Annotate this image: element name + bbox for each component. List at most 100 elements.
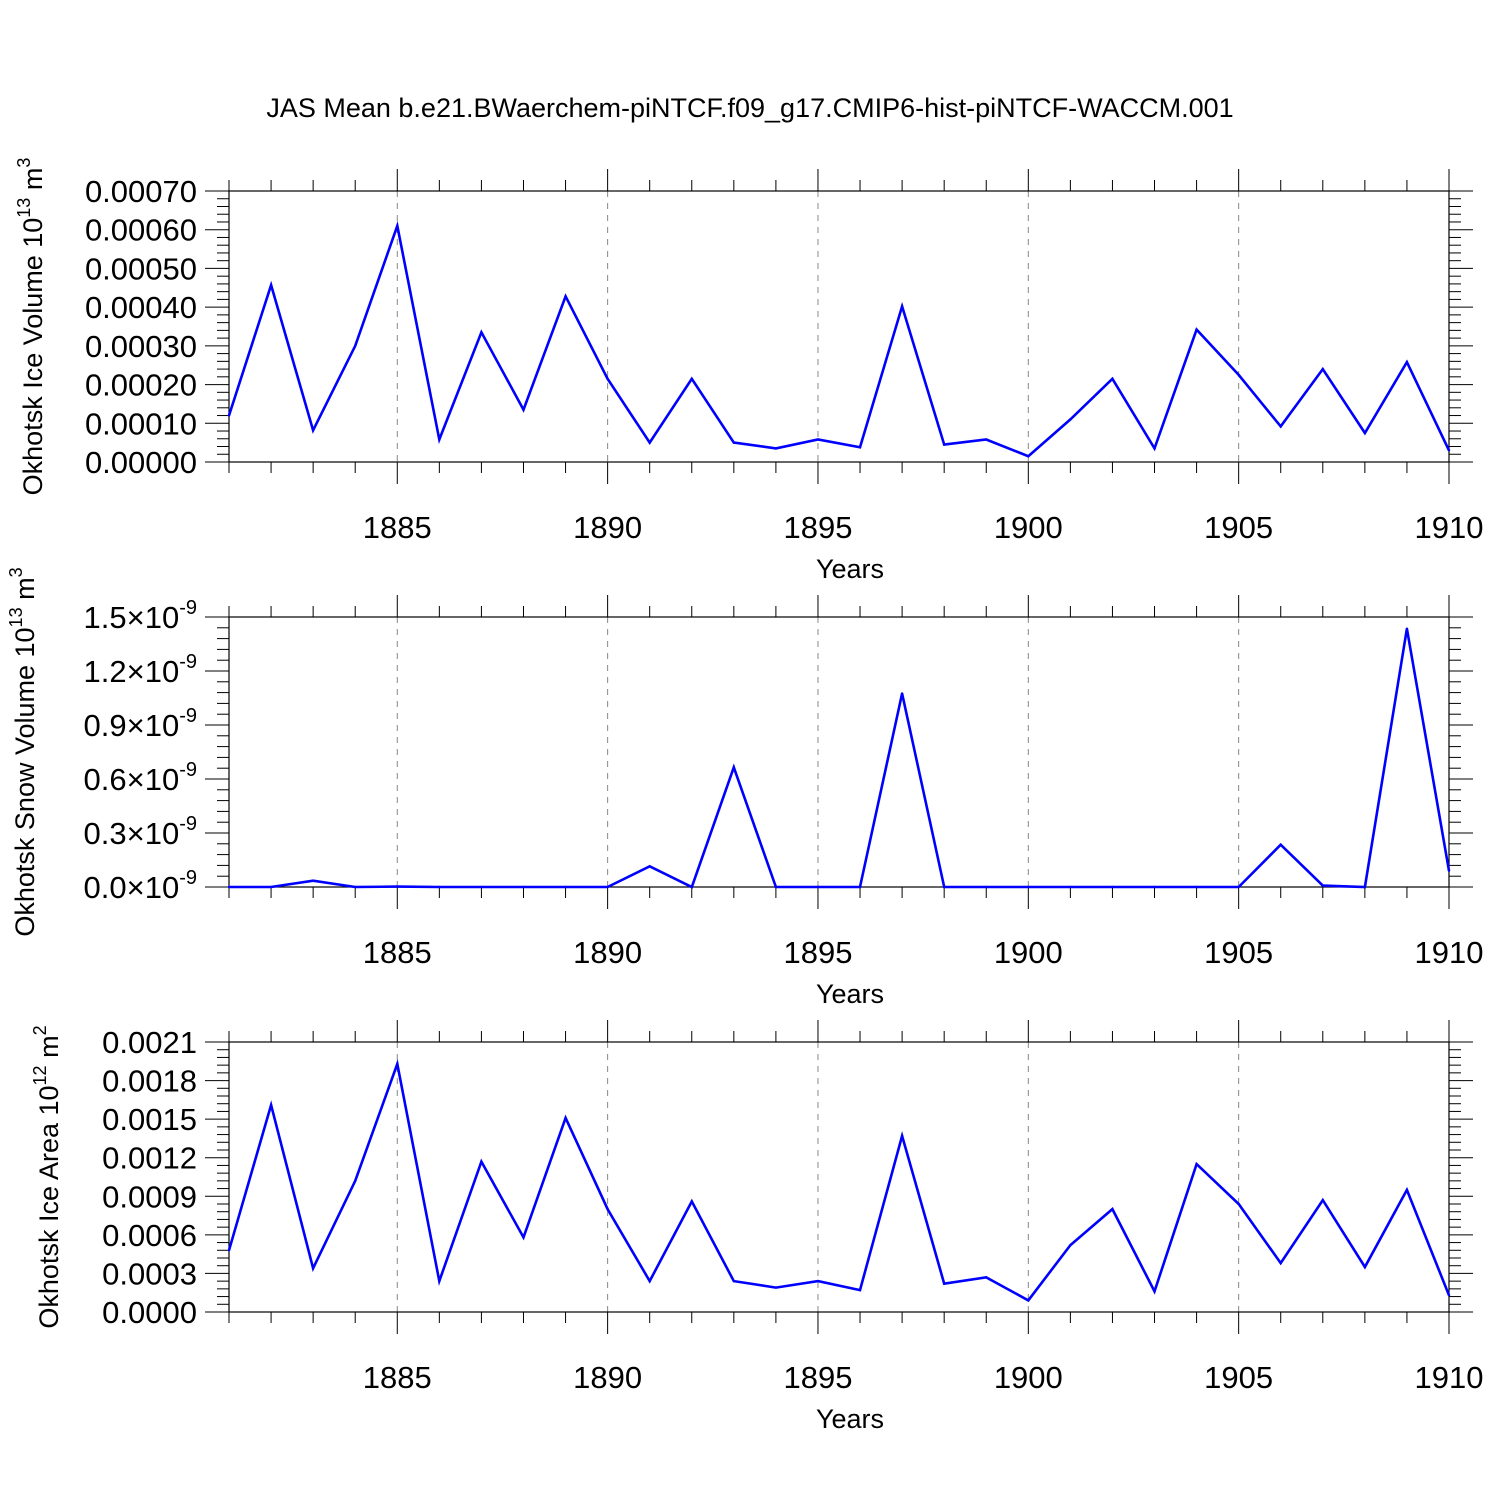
y-tick-label: 0.00000 [85, 445, 197, 480]
data-point [480, 885, 483, 889]
series-line [227, 220, 1451, 458]
y-tick-label: 0.00060 [85, 213, 197, 248]
y-tick-label: 0.0003 [102, 1256, 197, 1291]
plot-frame [228, 190, 1450, 463]
y-tick-label: 0.3×10-9 [84, 813, 198, 851]
y-tick-label: 0.0000 [102, 1295, 197, 1330]
data-point [1027, 454, 1030, 458]
data-point [816, 885, 820, 889]
data-point [564, 885, 567, 889]
x-tick-label: 1905 [1204, 1360, 1273, 1395]
y-axis-label: Okhotsk Ice Area 1012 m2 [30, 1025, 64, 1328]
y-tick-label: 0.6×10-9 [84, 759, 198, 797]
x-tick-label: 1900 [994, 1360, 1063, 1395]
data-point [606, 377, 609, 380]
data-point [311, 1267, 315, 1270]
data-point [564, 1116, 567, 1120]
x-tick-label: 1900 [994, 510, 1063, 545]
data-point [1111, 377, 1114, 380]
data-point [648, 1279, 651, 1283]
data-point [1069, 885, 1072, 889]
x-tick-label: 1895 [783, 510, 852, 545]
data-point [985, 438, 988, 441]
data-point [438, 1279, 441, 1283]
data-point [985, 1276, 988, 1279]
y-tick-label: 1.5×10-9 [84, 597, 198, 635]
data-point [1363, 1265, 1367, 1269]
x-tick-label: 1910 [1415, 935, 1484, 970]
x-tick-label: 1890 [573, 510, 642, 545]
x-tick-label: 1895 [783, 935, 852, 970]
data-point [1195, 328, 1198, 331]
data-point [227, 1249, 231, 1252]
data-point [1195, 885, 1198, 889]
data-point [900, 692, 904, 695]
data-point [1279, 1261, 1282, 1265]
data-point [606, 1207, 609, 1211]
data-point [1321, 367, 1324, 371]
data-point [1237, 1202, 1240, 1206]
data-point [354, 1179, 357, 1183]
y-tick-label: 0.0×10-9 [84, 867, 198, 905]
data-point [1321, 884, 1324, 887]
data-point [1111, 885, 1114, 889]
data-point [396, 885, 399, 888]
x-tick-label: 1905 [1204, 510, 1273, 545]
plot-frame [228, 616, 1450, 888]
data-point [1153, 885, 1156, 889]
chart-title: JAS Mean b.e21.BWaerchem-piNTCF.f09_g17.… [266, 93, 1233, 123]
data-point [438, 885, 441, 889]
chart-panel-3: 0.00000.00030.00060.00090.00120.00150.00… [30, 1020, 1483, 1434]
y-tick-label: 0.0006 [102, 1218, 197, 1253]
x-tick-label: 1895 [783, 1360, 852, 1395]
x-axis-label: Years [816, 554, 884, 584]
data-point [1153, 1290, 1156, 1293]
data-point [1069, 418, 1072, 421]
data-point [606, 885, 609, 889]
y-tick-label: 0.0009 [102, 1179, 197, 1214]
data-point [1111, 1207, 1114, 1211]
data-point [1027, 1299, 1030, 1302]
data-point [942, 443, 946, 446]
x-tick-label: 1885 [363, 510, 432, 545]
data-point [1195, 1162, 1198, 1166]
x-tick-label: 1890 [573, 935, 642, 970]
data-point [1069, 1243, 1072, 1247]
data-point [1363, 431, 1367, 435]
data-point [1447, 869, 1451, 872]
data-point [1279, 425, 1282, 428]
data-point [269, 1103, 273, 1107]
data-point [732, 441, 736, 444]
data-point [774, 447, 778, 450]
data-point [942, 885, 946, 889]
data-point [396, 1062, 399, 1066]
data-point [900, 1134, 904, 1138]
y-tick-label: 0.0015 [102, 1102, 197, 1137]
data-point [227, 885, 231, 889]
y-tick-label: 0.9×10-9 [84, 705, 198, 743]
data-point [1153, 447, 1156, 450]
data-point [1237, 885, 1240, 889]
data-point [732, 766, 736, 769]
data-point [396, 224, 399, 228]
chart-panel-2: 0.0×10-9 0.3×10-9 0.6×10-9 0.9×10-9 1.2×10-9… [6, 567, 1483, 1009]
x-tick-label: 1900 [994, 935, 1063, 970]
data-point [985, 885, 988, 889]
data-point [1237, 373, 1240, 377]
data-point [522, 885, 525, 889]
data-point [1405, 1188, 1409, 1192]
data-point [900, 305, 904, 308]
data-point [858, 1288, 862, 1292]
data-point [648, 865, 651, 868]
y-tick-label: 0.00050 [85, 251, 197, 286]
y-axis-label: Okhotsk Ice Volume 1013 m3 [14, 158, 48, 496]
data-point [774, 885, 778, 889]
y-tick-label: 1.2×10-9 [84, 651, 198, 689]
data-point [564, 295, 567, 298]
y-axis-label: Okhotsk Snow Volume 1013 m3 [6, 567, 40, 936]
data-point [480, 1160, 483, 1163]
series-line [227, 1059, 1451, 1303]
y-tick-label: 0.00020 [85, 368, 197, 403]
data-point [1405, 627, 1409, 630]
data-point [942, 1282, 946, 1285]
